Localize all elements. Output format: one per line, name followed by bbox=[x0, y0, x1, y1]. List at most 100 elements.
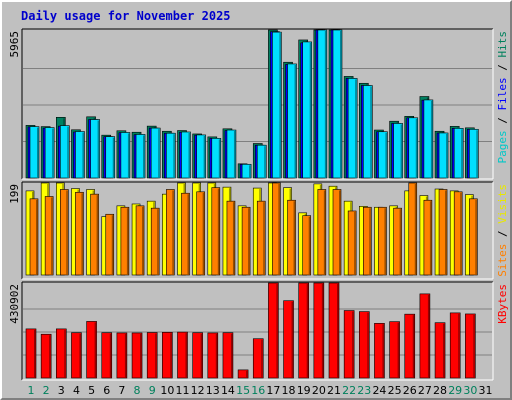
bar-shade-pages-day-5 bbox=[97, 120, 100, 178]
bar-kbytes-day-2 bbox=[40, 333, 52, 379]
bar-shade-kbytes-day-24 bbox=[382, 324, 384, 378]
bar-pages-day-29 bbox=[453, 128, 464, 179]
bar-shade-kbytes-day-29 bbox=[458, 313, 460, 378]
bar-shade-kbytes-day-28 bbox=[443, 323, 445, 378]
bar-sites-day-19 bbox=[302, 215, 312, 276]
bar-shade-pages-day-17 bbox=[279, 33, 281, 179]
bar-sites-day-26 bbox=[408, 182, 418, 276]
bar-pages-day-6 bbox=[105, 136, 116, 179]
bar-shade-pages-day-22 bbox=[355, 79, 357, 178]
bar-sites-day-18 bbox=[287, 199, 296, 276]
panel-legend-hits-files-pages: Pages / Files / Hits bbox=[496, 31, 509, 164]
bar-pages-day-18 bbox=[287, 63, 297, 179]
day-label-12: 12 bbox=[191, 384, 205, 397]
bar-shade-sites-day-11 bbox=[187, 194, 189, 275]
day-label-8: 8 bbox=[134, 384, 141, 397]
day-label-28: 28 bbox=[433, 384, 447, 397]
bar-pages-day-20 bbox=[317, 29, 328, 179]
day-label-15: 15 bbox=[236, 384, 250, 397]
bar-shade-pages-day-26 bbox=[415, 118, 418, 178]
bar-shade-pages-day-30 bbox=[476, 130, 478, 178]
bar-kbytes-day-28 bbox=[434, 322, 446, 379]
bar-pages-day-4 bbox=[75, 131, 85, 179]
bar-sites-day-17 bbox=[272, 182, 281, 276]
bar-sites-day-14 bbox=[226, 200, 236, 276]
legend-part-0: KBytes bbox=[496, 284, 509, 324]
bar-shade-kbytes-day-5 bbox=[94, 322, 97, 378]
bar-sites-day-10 bbox=[166, 189, 175, 276]
bar-shade-pages-day-3 bbox=[67, 126, 69, 178]
bar-pages-day-30 bbox=[469, 128, 479, 179]
bar-sites-day-13 bbox=[211, 187, 221, 276]
bar-shade-sites-day-23 bbox=[369, 208, 371, 275]
bar-shade-pages-day-13 bbox=[218, 139, 221, 178]
bar-shade-pages-day-6 bbox=[112, 137, 115, 178]
bar-shade-sites-day-10 bbox=[172, 190, 174, 275]
bar-shade-pages-day-24 bbox=[385, 132, 387, 178]
bar-pages-day-21 bbox=[332, 29, 343, 179]
bar-shade-sites-day-17 bbox=[278, 184, 280, 275]
day-label-29: 29 bbox=[448, 384, 462, 397]
bar-kbytes-day-22 bbox=[343, 310, 355, 379]
bar-pages-day-14 bbox=[226, 129, 237, 179]
bar-sites-day-22 bbox=[347, 210, 357, 276]
bar-sites-day-3 bbox=[59, 189, 69, 276]
bar-shade-kbytes-day-22 bbox=[352, 311, 354, 378]
legend-part-0: Sites bbox=[496, 244, 509, 277]
bar-kbytes-day-12 bbox=[192, 332, 203, 379]
panel-legend-kbytes: KBytes bbox=[496, 284, 509, 324]
bar-shade-kbytes-day-17 bbox=[276, 284, 278, 378]
bar-pages-day-7 bbox=[120, 132, 131, 179]
bar-sites-day-27 bbox=[423, 199, 433, 276]
bar-pages-day-22 bbox=[347, 78, 358, 179]
day-label-16: 16 bbox=[251, 384, 265, 397]
bar-sites-day-8 bbox=[135, 205, 145, 276]
bar-shade-kbytes-day-30 bbox=[473, 314, 475, 378]
bar-pages-day-27 bbox=[423, 99, 434, 179]
bar-shade-sites-day-1 bbox=[36, 199, 38, 275]
day-label-17: 17 bbox=[266, 384, 280, 397]
bar-pages-day-12 bbox=[196, 134, 206, 179]
bar-shade-sites-day-13 bbox=[217, 188, 220, 275]
bar-kbytes-day-27 bbox=[419, 293, 431, 379]
bar-sites-day-21 bbox=[332, 189, 342, 276]
bar-shade-sites-day-20 bbox=[323, 190, 326, 275]
bar-shade-sites-day-15 bbox=[248, 208, 250, 275]
bar-pages-day-16 bbox=[256, 144, 267, 179]
day-label-31: 31 bbox=[479, 384, 493, 397]
bar-shade-pages-day-20 bbox=[324, 31, 327, 178]
bar-shade-pages-day-1 bbox=[37, 127, 39, 178]
bar-shade-pages-day-25 bbox=[400, 124, 403, 178]
bar-sites-day-2 bbox=[44, 196, 54, 276]
day-label-2: 2 bbox=[43, 384, 50, 397]
bar-shade-sites-day-18 bbox=[293, 201, 296, 275]
bar-shade-sites-day-8 bbox=[142, 206, 144, 275]
day-label-20: 20 bbox=[312, 384, 326, 397]
day-label-26: 26 bbox=[403, 384, 417, 397]
bar-pages-day-2 bbox=[44, 127, 55, 179]
day-label-22: 22 bbox=[342, 384, 356, 397]
bar-sites-day-30 bbox=[469, 198, 478, 276]
bar-sites-day-24 bbox=[378, 206, 387, 276]
bar-kbytes-day-11 bbox=[177, 331, 188, 379]
bar-pages-day-25 bbox=[393, 123, 403, 179]
bar-shade-sites-day-24 bbox=[384, 208, 386, 275]
day-label-3: 3 bbox=[58, 384, 65, 397]
day-label-7: 7 bbox=[118, 384, 125, 397]
panel-legend-visits-sites: Sites / Visits bbox=[496, 184, 509, 277]
bar-pages-day-11 bbox=[181, 131, 191, 179]
bar-kbytes-day-24 bbox=[374, 323, 385, 379]
bar-shade-pages-day-29 bbox=[461, 129, 463, 178]
bar-sites-day-7 bbox=[120, 206, 130, 276]
day-label-27: 27 bbox=[418, 384, 432, 397]
bar-kbytes-day-19 bbox=[298, 282, 310, 379]
day-label-1: 1 bbox=[28, 384, 35, 397]
legend-part-1: / bbox=[496, 224, 509, 244]
bar-shade-kbytes-day-25 bbox=[397, 322, 400, 378]
bar-shade-sites-day-25 bbox=[399, 209, 402, 275]
bar-kbytes-day-1 bbox=[25, 328, 37, 379]
bar-shade-sites-day-14 bbox=[232, 202, 235, 275]
day-label-30: 30 bbox=[463, 384, 477, 397]
bar-kbytes-day-4 bbox=[71, 332, 82, 379]
